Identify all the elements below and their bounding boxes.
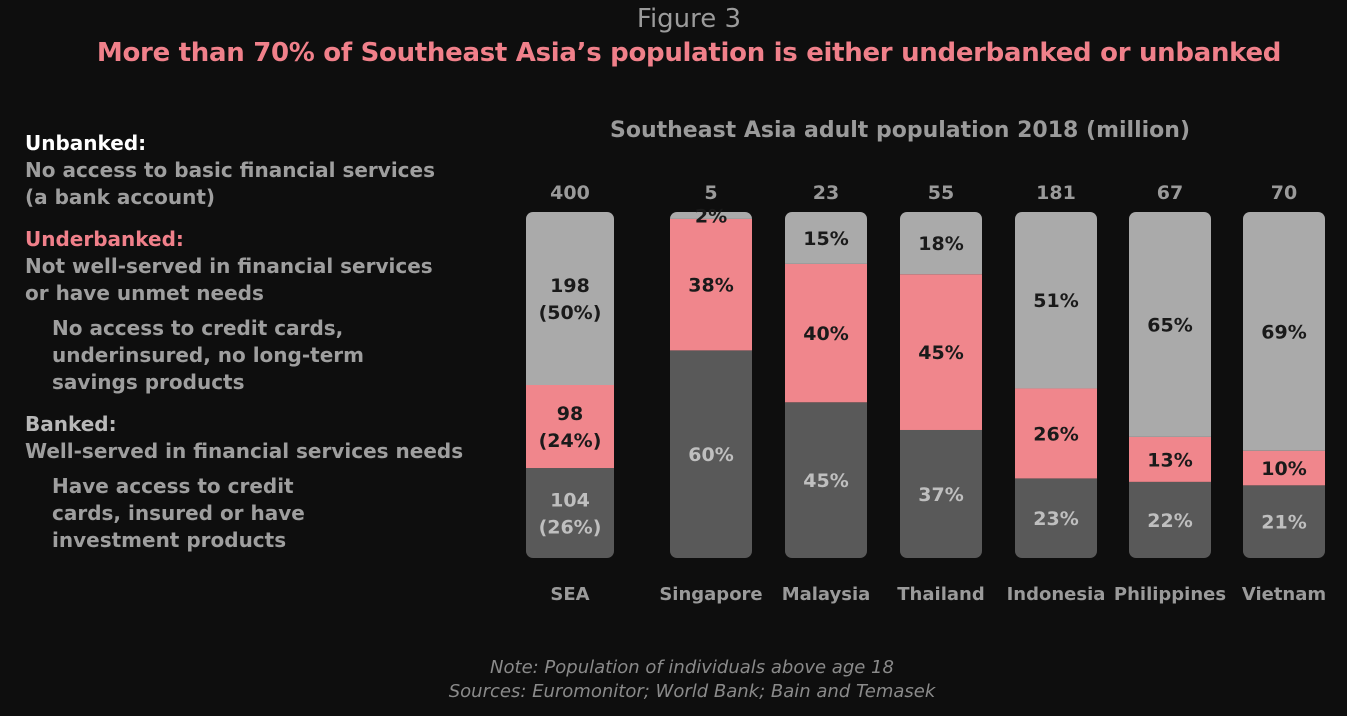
- data-label: 40%: [803, 323, 848, 345]
- data-label: 18%: [918, 233, 963, 255]
- legend-banked-desc: Well-served in financial services needs: [25, 439, 464, 463]
- bar-segment-banked: [526, 468, 614, 558]
- data-label: 104: [550, 490, 590, 512]
- legend-unbanked-title: Unbanked:: [25, 131, 147, 155]
- legend-banked: Banked: Well-served in financial service…: [25, 411, 485, 554]
- total-label: 400: [550, 182, 590, 204]
- legend: Unbanked: No access to basic financial s…: [25, 130, 485, 569]
- bar-group-philippines: 22% 13% 65% 67 Philippines: [1114, 182, 1226, 605]
- bar-segment-underbanked: [1243, 450, 1325, 486]
- category-label: Philippines: [1114, 584, 1226, 605]
- figure-label: Figure 3: [636, 4, 742, 34]
- sources-text: Sources: Euromonitor; World Bank; Bain a…: [448, 681, 936, 702]
- bar-segment-underbanked: [526, 385, 614, 469]
- data-label: 51%: [1033, 290, 1078, 312]
- category-label: Indonesia: [1007, 584, 1106, 605]
- bar-segment-unbanked: [1129, 212, 1211, 437]
- data-label: (24%): [539, 430, 602, 452]
- legend-unbanked-desc: No access to basic financial services: [25, 158, 436, 182]
- bar-segment-unbanked: [670, 212, 752, 219]
- total-label: 5: [704, 182, 717, 204]
- bar-segment-unbanked: [785, 212, 867, 264]
- legend-underbanked-sub: No access to credit cards, underinsured,…: [25, 315, 485, 396]
- legend-underbanked-title: Underbanked:: [25, 227, 184, 251]
- data-label: 23%: [1033, 508, 1078, 530]
- bar-segment-banked: [1243, 485, 1325, 558]
- bar-segment-unbanked: [526, 212, 614, 385]
- legend-unbanked: Unbanked: No access to basic financial s…: [25, 130, 485, 211]
- data-label: 65%: [1147, 314, 1192, 336]
- note-text: Note: Population of individuals above ag…: [490, 657, 894, 678]
- bar-group-vietnam: 21% 10% 69% 70 Vietnam: [1242, 182, 1326, 605]
- bar-group-indonesia: 23% 26% 51% 181 Indonesia: [1007, 182, 1106, 605]
- bar-segment-banked: [785, 402, 867, 558]
- bar-segment-underbanked: [900, 274, 982, 430]
- bar-segment-banked: [1129, 481, 1211, 558]
- bar-segment-banked: [1015, 478, 1097, 558]
- data-label: 37%: [918, 484, 963, 506]
- data-label: 60%: [688, 444, 733, 466]
- bar-segment-underbanked: [785, 263, 867, 403]
- bar-group-malaysia: 45% 40% 15% 23 Malaysia: [782, 182, 871, 605]
- legend-underbanked-desc: or have unmet needs: [25, 281, 264, 305]
- bar-group-singapore: 60% 38% 2%5 Singapore: [659, 182, 762, 605]
- category-label: Singapore: [659, 584, 762, 605]
- legend-banked-sub-line: investment products: [52, 528, 287, 552]
- category-label: Thailand: [897, 584, 984, 605]
- legend-underbanked-desc: Not well-served in financial services: [25, 254, 433, 278]
- legend-banked-sub: Have access to credit cards, insured or …: [25, 473, 485, 554]
- legend-banked-sub-line: cards, insured or have: [52, 501, 305, 525]
- headline: More than 70% of Southeast Asia’s popula…: [96, 38, 1282, 68]
- bar-segment-underbanked: [1129, 436, 1211, 482]
- data-label: 98: [557, 403, 583, 425]
- data-label: 69%: [1261, 321, 1306, 343]
- data-label: 2%: [695, 205, 727, 227]
- bar-segment-underbanked: [1015, 388, 1097, 479]
- legend-underbanked-sub-line: No access to credit cards,: [52, 316, 344, 340]
- data-label: 38%: [688, 275, 733, 297]
- legend-underbanked: Underbanked: Not well-served in financia…: [25, 226, 485, 396]
- total-label: 55: [928, 182, 954, 204]
- data-label: 26%: [1033, 423, 1078, 445]
- legend-underbanked-sub-line: underinsured, no long-term: [52, 343, 364, 367]
- bar-segment-banked: [900, 429, 982, 558]
- total-label: 181: [1036, 182, 1076, 204]
- bar-segment-underbanked: [670, 218, 752, 351]
- bar-segment-banked: [670, 350, 752, 558]
- data-label: 15%: [803, 228, 848, 250]
- legend-banked-title: Banked:: [25, 412, 117, 436]
- total-label: 23: [813, 182, 839, 204]
- data-label: 21%: [1261, 512, 1306, 534]
- data-label: 22%: [1147, 510, 1192, 532]
- bar-segment-unbanked: [1015, 212, 1097, 389]
- bar-group-thailand: 37% 45% 18% 55 Thailand: [897, 182, 984, 605]
- data-label: 198: [550, 275, 590, 297]
- footnote: Note: Population of individuals above ag…: [0, 656, 1347, 704]
- data-label: 45%: [803, 470, 848, 492]
- data-label: (50%): [539, 302, 602, 324]
- category-label: Malaysia: [782, 584, 871, 605]
- total-label: 70: [1271, 182, 1297, 204]
- legend-unbanked-desc: (a bank account): [25, 185, 216, 209]
- chart-title: Southeast Asia adult population 2018 (mi…: [610, 118, 1190, 143]
- bar-group-sea: 104 (26%) 98 (24%) 198 (50%) 400 SEA: [526, 182, 614, 605]
- category-label: Vietnam: [1242, 584, 1326, 605]
- legend-banked-sub-line: Have access to credit: [52, 474, 294, 498]
- data-label: 10%: [1261, 458, 1306, 480]
- legend-underbanked-sub-line: savings products: [52, 370, 245, 394]
- bar-segment-unbanked: [900, 212, 982, 275]
- bar-segment-unbanked: [1243, 212, 1325, 451]
- data-label: 45%: [918, 342, 963, 364]
- total-label: 67: [1157, 182, 1183, 204]
- category-label: SEA: [550, 584, 589, 605]
- data-label: 13%: [1147, 449, 1192, 471]
- data-label: (26%): [539, 517, 602, 539]
